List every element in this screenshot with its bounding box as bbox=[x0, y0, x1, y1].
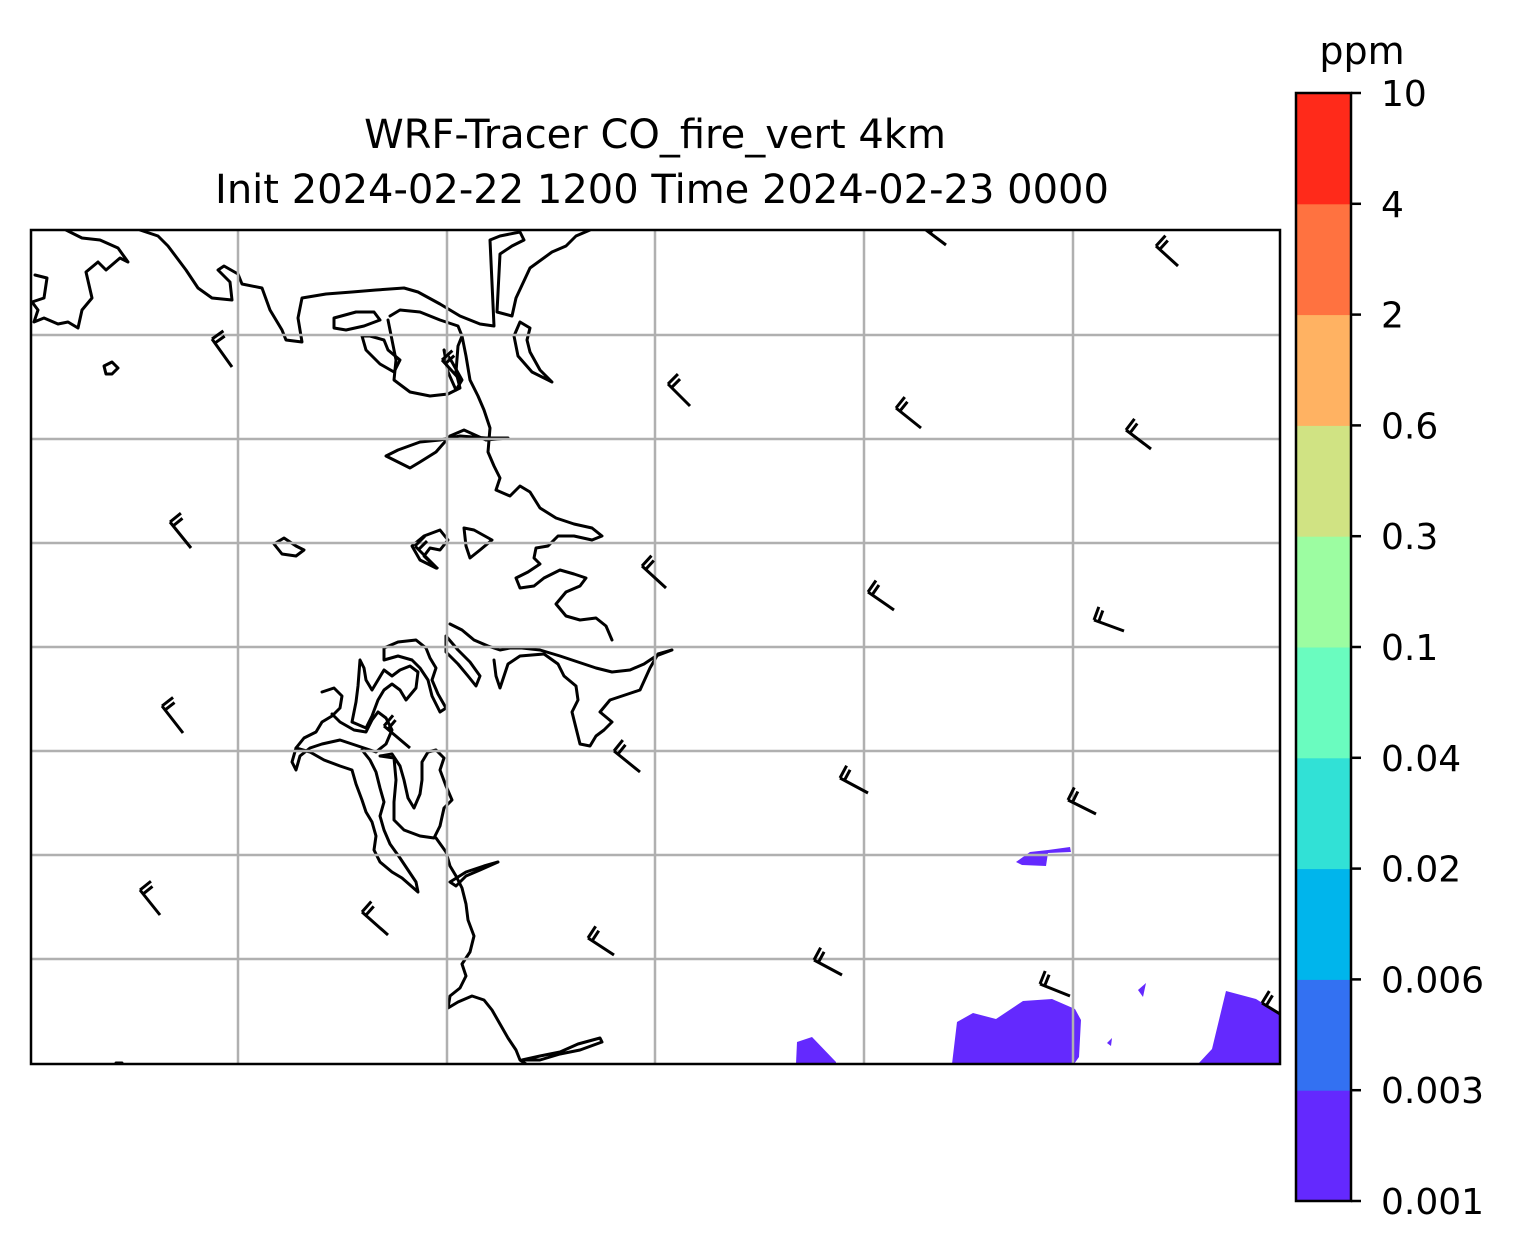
plume-patch-southeast bbox=[952, 999, 1081, 1064]
wind-barb bbox=[612, 739, 641, 774]
colorbar-tick-label: 4 bbox=[1381, 185, 1404, 226]
coastline-central-north bbox=[386, 308, 464, 398]
coastline-west-arm bbox=[290, 686, 394, 772]
coastline-west-arm-2 bbox=[294, 746, 420, 894]
coastline-inlet-1 bbox=[512, 320, 554, 384]
wind-barb bbox=[586, 925, 615, 957]
colorbar-band bbox=[1296, 868, 1351, 980]
colorbar-band bbox=[1296, 757, 1351, 870]
wind-barb bbox=[925, 230, 947, 247]
wind-barb bbox=[1260, 990, 1280, 1016]
coastline-west-complex bbox=[448, 622, 674, 748]
wind-barb bbox=[210, 329, 234, 368]
colorbar-band bbox=[1296, 203, 1351, 316]
co-plume-fill bbox=[796, 847, 1280, 1064]
wind-barb bbox=[440, 349, 464, 384]
colorbar-tick-label: 0.04 bbox=[1381, 739, 1461, 780]
wind-barb bbox=[1038, 970, 1071, 998]
colorbar-band bbox=[1296, 93, 1351, 205]
map-title-line-1: WRF-Tracer CO_fire_vert 4km bbox=[364, 112, 946, 158]
wind-barb bbox=[1124, 417, 1152, 451]
coastlines bbox=[31, 230, 674, 1064]
wind-barb bbox=[413, 535, 440, 571]
wind-barb bbox=[360, 900, 389, 937]
plume-patch-south-central bbox=[796, 1037, 836, 1064]
coastline-west-penin bbox=[350, 658, 420, 730]
colorbar-band bbox=[1296, 314, 1351, 426]
map-panel bbox=[29, 228, 1282, 1066]
wind-barb bbox=[866, 579, 895, 612]
colorbar-tick-label: 0.1 bbox=[1381, 628, 1438, 669]
map-title-line-2: Init 2024-02-22 1200 Time 2024-02-23 000… bbox=[215, 167, 1109, 213]
colorbar-band bbox=[1296, 979, 1351, 1091]
wind-barb bbox=[1066, 786, 1097, 816]
colorbar-tick-label: 0.001 bbox=[1381, 1182, 1484, 1223]
colorbar-bands bbox=[1296, 93, 1351, 1202]
gridlines bbox=[31, 230, 1280, 1064]
colorbar-tick-label: 0.02 bbox=[1381, 850, 1461, 891]
coastline-small-island-nw bbox=[102, 360, 120, 376]
coastline-central-mid bbox=[410, 528, 450, 570]
coastline-central-spine bbox=[460, 334, 614, 642]
wind-barb bbox=[382, 714, 411, 750]
colorbar-tick-label: 0.6 bbox=[1381, 406, 1438, 447]
coastline-south-tail bbox=[520, 1036, 604, 1062]
colorbar-band bbox=[1296, 425, 1351, 537]
coastline-island-2 bbox=[272, 536, 306, 558]
colorbar-tick-label: 0.006 bbox=[1381, 960, 1484, 1001]
colorbar-band bbox=[1296, 536, 1351, 648]
wind-barb bbox=[168, 512, 193, 549]
coastline-central-mid-2 bbox=[462, 526, 494, 560]
coastline-northwest bbox=[31, 230, 130, 330]
wind-barb bbox=[640, 554, 668, 590]
plume-patch-small-2 bbox=[1138, 983, 1146, 997]
map-frame bbox=[29, 228, 1282, 1066]
coastline-north-main bbox=[138, 230, 592, 344]
colorbar-band bbox=[1296, 1090, 1351, 1202]
wind-barb bbox=[838, 764, 869, 795]
wind-barb bbox=[1154, 234, 1180, 268]
plume-patch-east-edge bbox=[1198, 991, 1280, 1064]
colorbar-tick-label: 2 bbox=[1381, 296, 1404, 337]
colorbar-band bbox=[1296, 647, 1351, 759]
plume-patch-small-1 bbox=[1016, 847, 1071, 866]
wind-barb bbox=[160, 696, 185, 734]
colorbar-tick-label: 0.3 bbox=[1381, 517, 1438, 558]
wind-barb bbox=[1092, 606, 1125, 633]
wind-barb bbox=[812, 946, 843, 977]
coastline-south-inlet bbox=[448, 860, 500, 888]
colorbar-tick-label: 10 bbox=[1381, 74, 1427, 115]
wind-barb bbox=[138, 880, 162, 916]
colorbar-ticks: 0.001 0.003 0.006 0.02 0.04 0.1 0.3 0.6 2 4 10 bbox=[1351, 74, 1484, 1223]
colorbar-unit-label: ppm bbox=[1319, 29, 1404, 73]
wind-barb bbox=[666, 373, 692, 408]
colorbar: ppm 0.001 0.003 0.006 0.02 0.04 0.1 0.3 0.6 2 4 10 bbox=[1294, 29, 1484, 1223]
coastline-peninsula-1 bbox=[360, 334, 402, 374]
colorbar-tick-label: 0.003 bbox=[1381, 1071, 1484, 1112]
plume-patch-small-3 bbox=[1107, 1038, 1112, 1046]
coastline-west-main bbox=[444, 634, 482, 688]
coastline-west-channel bbox=[378, 748, 454, 840]
wind-barb bbox=[894, 396, 922, 430]
coastline-island-1 bbox=[332, 310, 382, 332]
wind-barbs bbox=[138, 230, 1280, 1016]
